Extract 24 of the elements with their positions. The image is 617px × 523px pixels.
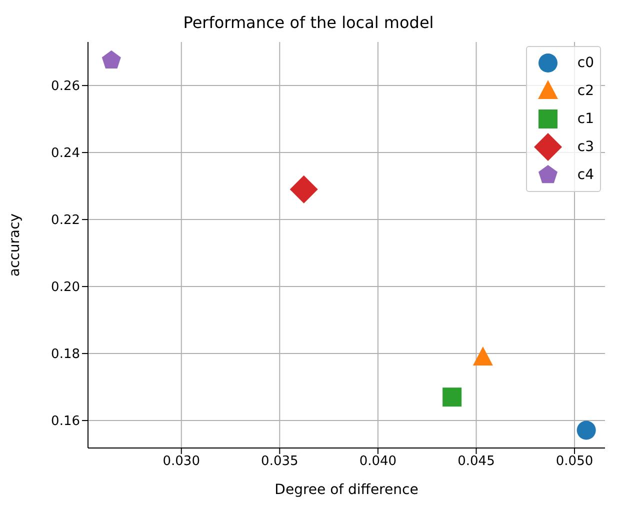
y-tick-label: 0.24 <box>51 146 80 162</box>
point <box>102 50 121 69</box>
y-tick-label: 0.16 <box>51 414 80 430</box>
point <box>442 388 462 407</box>
legend-label: c4 <box>577 167 594 183</box>
point <box>290 175 318 204</box>
x-tick-label: 0.035 <box>261 454 298 470</box>
y-axis-title: accuracy <box>6 213 23 277</box>
x-tick-label: 0.030 <box>162 454 200 470</box>
point <box>472 346 493 366</box>
legend-label: c2 <box>577 83 594 99</box>
x-axis-title: Degree of difference <box>274 482 418 498</box>
y-tick-label: 0.18 <box>51 347 80 362</box>
x-tick-label: 0.050 <box>556 454 594 470</box>
legend-label: c1 <box>577 111 594 127</box>
y-tick-label: 0.20 <box>51 280 80 296</box>
x-tick-label: 0.045 <box>458 454 495 470</box>
y-tick-label: 0.26 <box>51 79 80 94</box>
x-tick-label: 0.040 <box>359 454 397 470</box>
chart-title: Performance of the local model <box>182 12 435 34</box>
point <box>576 420 596 440</box>
legend-label: c3 <box>577 139 594 155</box>
legend-label: c0 <box>577 55 594 71</box>
y-tick-label: 0.22 <box>51 213 80 228</box>
